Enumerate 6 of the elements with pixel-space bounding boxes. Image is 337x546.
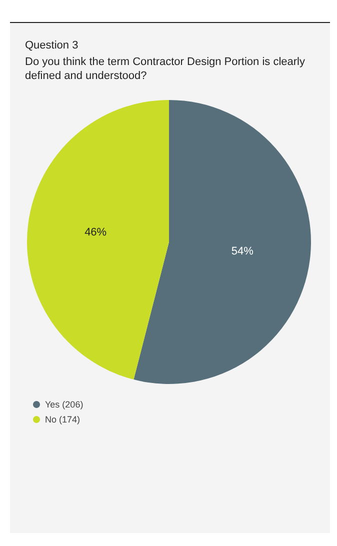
chart-subtitle: Do you think the term Contractor Design Portion is clearly defined and understood? xyxy=(25,56,308,82)
data-label: 46% xyxy=(84,226,107,239)
chart-title: Question 3 xyxy=(25,40,78,52)
legend-label: No (174) xyxy=(45,414,80,424)
legend-label: Yes (206) xyxy=(45,400,84,410)
data-label: 54% xyxy=(231,245,254,258)
